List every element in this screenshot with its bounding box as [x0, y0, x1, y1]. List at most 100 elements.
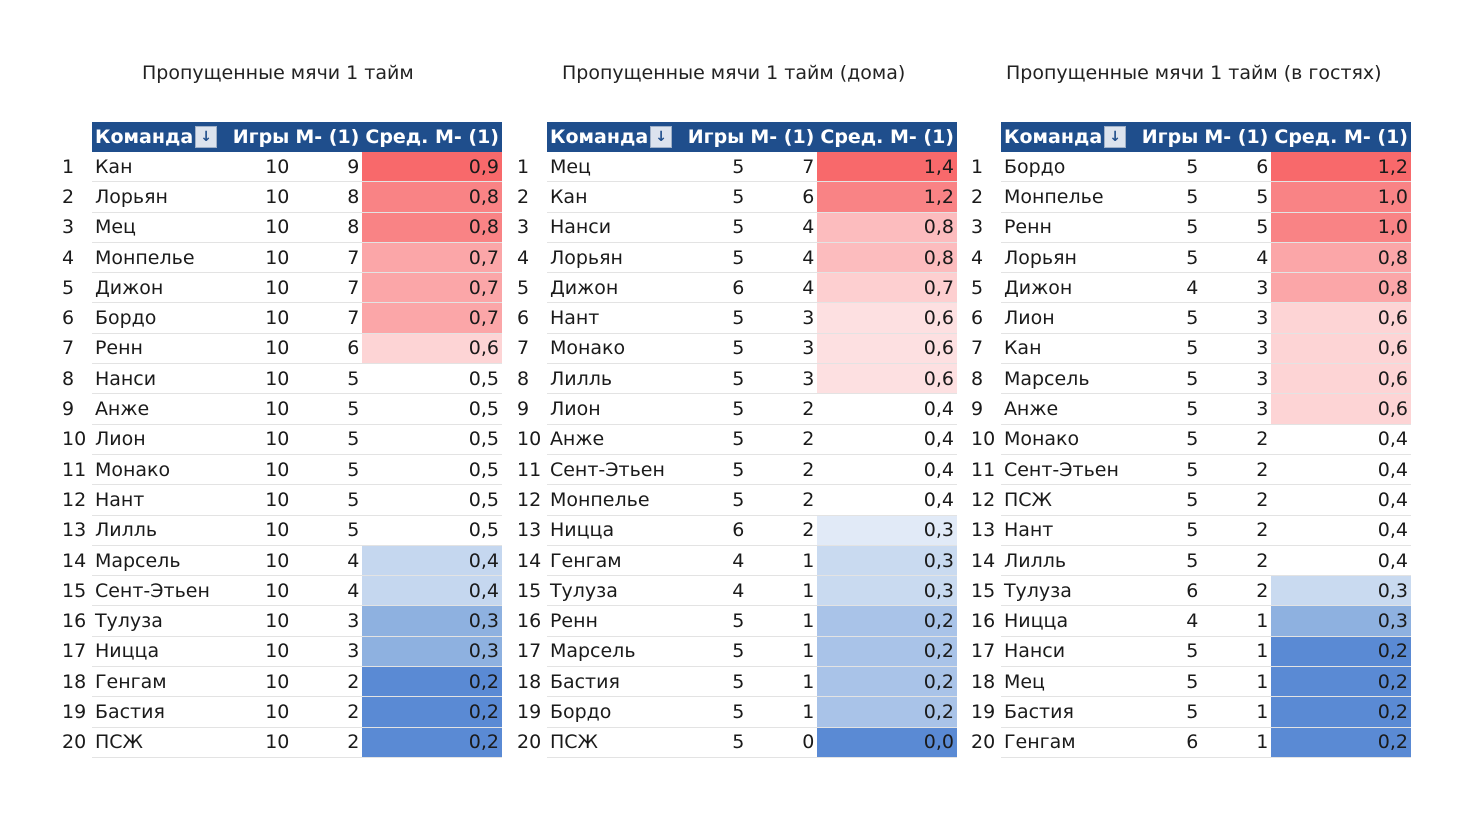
avg-cell[interactable]: 0,4 — [1271, 484, 1411, 516]
m-cell[interactable]: 7 — [747, 152, 818, 183]
avg-cell[interactable]: 0,5 — [362, 363, 502, 395]
rank-cell[interactable]: 3 — [517, 216, 530, 239]
avg-cell[interactable]: 0,5 — [362, 484, 502, 516]
avg-cell[interactable]: 1,4 — [817, 152, 957, 183]
table-row[interactable]: 3 Мец 10 8 0,8 — [62, 212, 502, 243]
table-row[interactable]: 8 Лилль 5 3 0,6 — [517, 363, 957, 395]
games-cell[interactable]: 10 — [229, 242, 293, 274]
team-cell[interactable]: Лорьян — [1000, 242, 1139, 274]
m-cell[interactable]: 1 — [1201, 727, 1272, 758]
table-row[interactable]: 9 Анже 10 5 0,5 — [62, 393, 502, 425]
team-cell[interactable]: Лион — [1000, 302, 1139, 334]
avg-cell[interactable]: 1,2 — [817, 181, 957, 213]
games-cell[interactable]: 5 — [1138, 302, 1202, 334]
avg-cell[interactable]: 0,4 — [1271, 424, 1411, 455]
games-cell[interactable]: 5 — [684, 696, 748, 728]
m-cell[interactable]: 3 — [1201, 333, 1272, 365]
avg-cell[interactable]: 0,5 — [362, 393, 502, 425]
rank-cell[interactable]: 17 — [62, 640, 87, 663]
avg-cell[interactable]: 0,7 — [362, 272, 502, 304]
games-cell[interactable]: 5 — [1138, 515, 1202, 546]
games-cell[interactable]: 6 — [1138, 727, 1202, 758]
games-cell[interactable]: 5 — [1138, 152, 1202, 183]
games-cell[interactable]: 10 — [229, 605, 293, 637]
team-cell[interactable]: Нант — [546, 302, 685, 334]
table-row[interactable]: 11 Сент-Этьен 5 2 0,4 — [971, 454, 1411, 486]
m-cell[interactable]: 2 — [1201, 545, 1272, 577]
team-cell[interactable]: Бордо — [546, 696, 685, 728]
team-cell[interactable]: Ренн — [91, 333, 230, 365]
rank-cell[interactable]: 13 — [62, 519, 87, 542]
team-cell[interactable]: Монпелье — [546, 484, 685, 516]
avg-cell[interactable]: 1,2 — [1271, 152, 1411, 183]
games-cell[interactable]: 5 — [1138, 393, 1202, 425]
games-cell[interactable]: 5 — [1138, 242, 1202, 274]
rank-cell[interactable]: 12 — [62, 488, 87, 511]
team-cell[interactable]: ПСЖ — [1000, 484, 1139, 516]
table-row[interactable]: 20 Генгам 6 1 0,2 — [971, 727, 1411, 758]
team-cell[interactable]: Дижон — [91, 272, 230, 304]
avg-cell[interactable]: 0,6 — [817, 363, 957, 395]
games-cell[interactable]: 5 — [684, 242, 748, 274]
table-row[interactable]: 1 Бордо 5 6 1,2 — [971, 152, 1411, 183]
games-cell[interactable]: 4 — [684, 575, 748, 607]
table-row[interactable]: 18 Мец 5 1 0,2 — [971, 666, 1411, 698]
team-header[interactable]: Команда ↓ — [91, 122, 230, 152]
team-cell[interactable]: Лилль — [1000, 545, 1139, 577]
rank-cell[interactable]: 1 — [517, 155, 530, 178]
m-cell[interactable]: 1 — [1201, 605, 1272, 637]
m-cell[interactable]: 1 — [747, 575, 818, 607]
avg-cell[interactable]: 0,8 — [362, 212, 502, 243]
avg-cell[interactable]: 0,8 — [1271, 242, 1411, 274]
team-cell[interactable]: Нант — [1000, 515, 1139, 546]
avg-cell[interactable]: 0,8 — [817, 242, 957, 274]
games-cell[interactable]: 6 — [684, 515, 748, 546]
team-cell[interactable]: Монако — [91, 454, 230, 486]
table-row[interactable]: 16 Тулуза 10 3 0,3 — [62, 605, 502, 637]
games-cell[interactable]: 5 — [1138, 454, 1202, 486]
rank-cell[interactable]: 11 — [62, 458, 87, 481]
m-cell[interactable]: 1 — [747, 696, 818, 728]
m-cell[interactable]: 3 — [1201, 272, 1272, 304]
team-cell[interactable]: Анже — [546, 424, 685, 455]
team-cell[interactable]: Кан — [546, 181, 685, 213]
sort-filter-icon[interactable]: ↓ — [1104, 126, 1127, 149]
team-cell[interactable]: Бордо — [1000, 152, 1139, 183]
rank-cell[interactable]: 3 — [971, 216, 984, 239]
rank-cell[interactable]: 5 — [517, 276, 530, 299]
table-row[interactable]: 7 Ренн 10 6 0,6 — [62, 333, 502, 365]
rank-cell[interactable]: 19 — [62, 700, 87, 723]
avg-header[interactable]: Сред. М- (1) — [817, 122, 957, 152]
table-row[interactable]: 17 Нанси 5 1 0,2 — [971, 636, 1411, 668]
m-cell[interactable]: 5 — [292, 515, 363, 546]
games-cell[interactable]: 10 — [229, 424, 293, 455]
team-cell[interactable]: Мец — [91, 212, 230, 243]
rank-cell[interactable]: 16 — [971, 610, 996, 633]
table-row[interactable]: 8 Нанси 10 5 0,5 — [62, 363, 502, 395]
table-row[interactable]: 15 Тулуза 4 1 0,3 — [517, 575, 957, 607]
m-cell[interactable]: 3 — [747, 333, 818, 365]
avg-cell[interactable]: 0,3 — [817, 575, 957, 607]
team-cell[interactable]: Мец — [546, 152, 685, 183]
rank-cell[interactable]: 15 — [517, 579, 542, 602]
avg-cell[interactable]: 0,2 — [817, 605, 957, 637]
m-cell[interactable]: 2 — [292, 666, 363, 698]
team-cell[interactable]: Монако — [546, 333, 685, 365]
avg-cell[interactable]: 0,4 — [362, 575, 502, 607]
m-cell[interactable]: 2 — [747, 484, 818, 516]
m-cell[interactable]: 4 — [747, 212, 818, 243]
avg-header[interactable]: Сред. М- (1) — [1271, 122, 1411, 152]
avg-cell[interactable]: 0,3 — [1271, 605, 1411, 637]
m-cell[interactable]: 1 — [747, 545, 818, 577]
games-cell[interactable]: 5 — [684, 333, 748, 365]
games-cell[interactable]: 5 — [1138, 545, 1202, 577]
table-row[interactable]: 2 Кан 5 6 1,2 — [517, 181, 957, 213]
games-cell[interactable]: 10 — [229, 454, 293, 486]
games-cell[interactable]: 10 — [229, 302, 293, 334]
m-cell[interactable]: 4 — [747, 242, 818, 274]
m-cell[interactable]: 2 — [747, 424, 818, 455]
m-cell[interactable]: 4 — [747, 272, 818, 304]
games-cell[interactable]: 5 — [1138, 696, 1202, 728]
avg-cell[interactable]: 0,4 — [362, 545, 502, 577]
games-cell[interactable]: 10 — [229, 515, 293, 546]
